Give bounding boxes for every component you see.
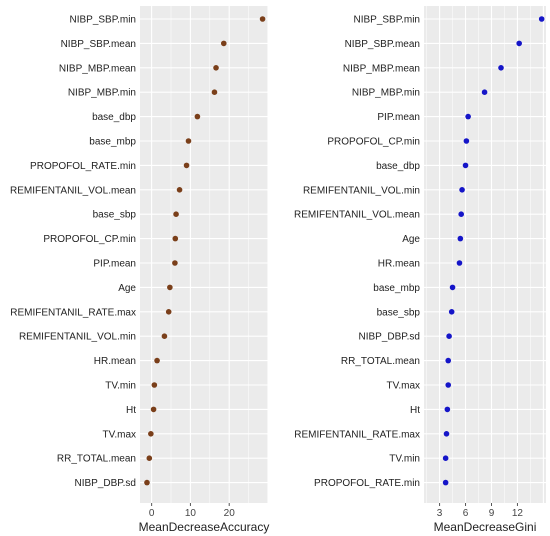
x-tick-label: 9 [489,508,495,519]
data-point [211,89,218,95]
category-label: PIP.mean [377,112,420,123]
data-point [176,187,183,193]
data-point [144,479,150,486]
category-label: base_sbp [93,210,137,221]
data-point [161,333,168,340]
data-point [183,162,190,169]
data-point [481,89,488,95]
category-label: NIBP_MBP.min [68,88,136,99]
category-label: NIBP_SBP.min [353,15,420,26]
x-axis-title: MeanDecreaseAccuracy [139,520,270,534]
data-point [458,211,465,217]
plot-background [140,6,268,503]
panel-mean-decrease-gini: NIBP_SBP.min NIBP_SBP.mean NIBP_MBP.mean NI… [294,6,546,534]
category-label: REMIFENTANIL_VOL.mean [294,210,420,221]
data-point [154,357,160,364]
category-label: PROPOFOL_CP.min [43,234,136,245]
data-point [173,211,179,217]
category-label: NIBP_MBP.mean [59,63,136,74]
panel-mean-decrease-accuracy: NIBP_SBP.min NIBP_SBP.mean NIBP_MBP.mean NI… [10,6,269,534]
data-point [443,431,450,437]
category-label: NIBP_SBP.mean [345,39,420,50]
data-point [538,16,545,22]
data-point [444,406,451,413]
category-label: base_mbp [373,283,420,294]
data-point [165,309,172,315]
x-tick-label: 10 [185,508,197,519]
category-label: TV.min [389,454,420,465]
x-tick-label: 0 [149,508,155,519]
category-label: REMIFENTANIL_VOL.min [303,185,420,196]
data-point [167,284,173,291]
category-label: NIBP_MBP.mean [343,63,420,74]
data-point [463,138,470,144]
category-label: REMIFENTANIL_RATE.max [10,307,136,318]
data-point [498,65,504,71]
data-point [442,455,449,462]
data-point [259,16,266,22]
data-point [457,235,464,242]
data-point [185,138,192,144]
data-point [220,40,227,47]
x-tick-label: 6 [463,508,469,519]
data-point [213,65,219,71]
category-label: PROPOFOL_CP.min [327,137,420,148]
x-axis-title: MeanDecreaseGini [434,520,537,534]
data-point [465,113,471,120]
data-point [172,235,179,242]
category-label: REMIFENTANIL_RATE.max [294,429,420,440]
category-label: Ht [126,405,136,416]
category-label: TV.min [105,381,136,392]
data-point [446,333,452,340]
category-label: base_dbp [376,161,420,172]
category-label: NIBP_SBP.mean [61,39,136,50]
data-point [148,431,154,437]
x-tick-label: 12 [512,508,524,519]
data-point [448,309,455,315]
data-point [151,382,158,388]
data-point [194,113,201,120]
data-point [456,260,463,266]
category-label: NIBP_MBP.min [352,88,420,99]
data-point [459,187,465,193]
category-label: base_sbp [377,307,421,318]
data-point [449,284,456,291]
data-point [442,479,449,486]
category-label: NIBP_DBP.sd [358,332,420,343]
data-point [516,40,522,47]
data-point [172,260,178,266]
x-tick-label: 20 [224,508,236,519]
category-label: TV.max [102,429,136,440]
x-tick-label: 3 [437,508,443,519]
category-label: RR_TOTAL.mean [57,454,136,465]
category-label: NIBP_SBP.min [69,15,136,26]
category-label: Ht [410,405,420,416]
data-point [445,357,452,364]
category-label: base_mbp [89,137,136,148]
category-label: base_dbp [92,112,136,123]
category-label: NIBP_DBP.sd [74,478,136,489]
category-label: PROPOFOL_RATE.min [30,161,136,172]
data-point [150,406,157,413]
category-label: REMIFENTANIL_VOL.mean [10,185,136,196]
category-label: PROPOFOL_RATE.min [314,478,420,489]
category-label: HR.mean [94,356,136,367]
plot-background [424,6,546,503]
category-label: Age [402,234,420,245]
data-point [462,162,469,169]
category-label: RR_TOTAL.mean [341,356,420,367]
category-label: HR.mean [378,259,420,270]
category-label: REMIFENTANIL_VOL.min [19,332,136,343]
category-label: PIP.mean [93,259,136,270]
data-point [445,382,452,388]
data-point [146,455,153,462]
category-label: TV.max [386,381,420,392]
category-label: Age [118,283,136,294]
